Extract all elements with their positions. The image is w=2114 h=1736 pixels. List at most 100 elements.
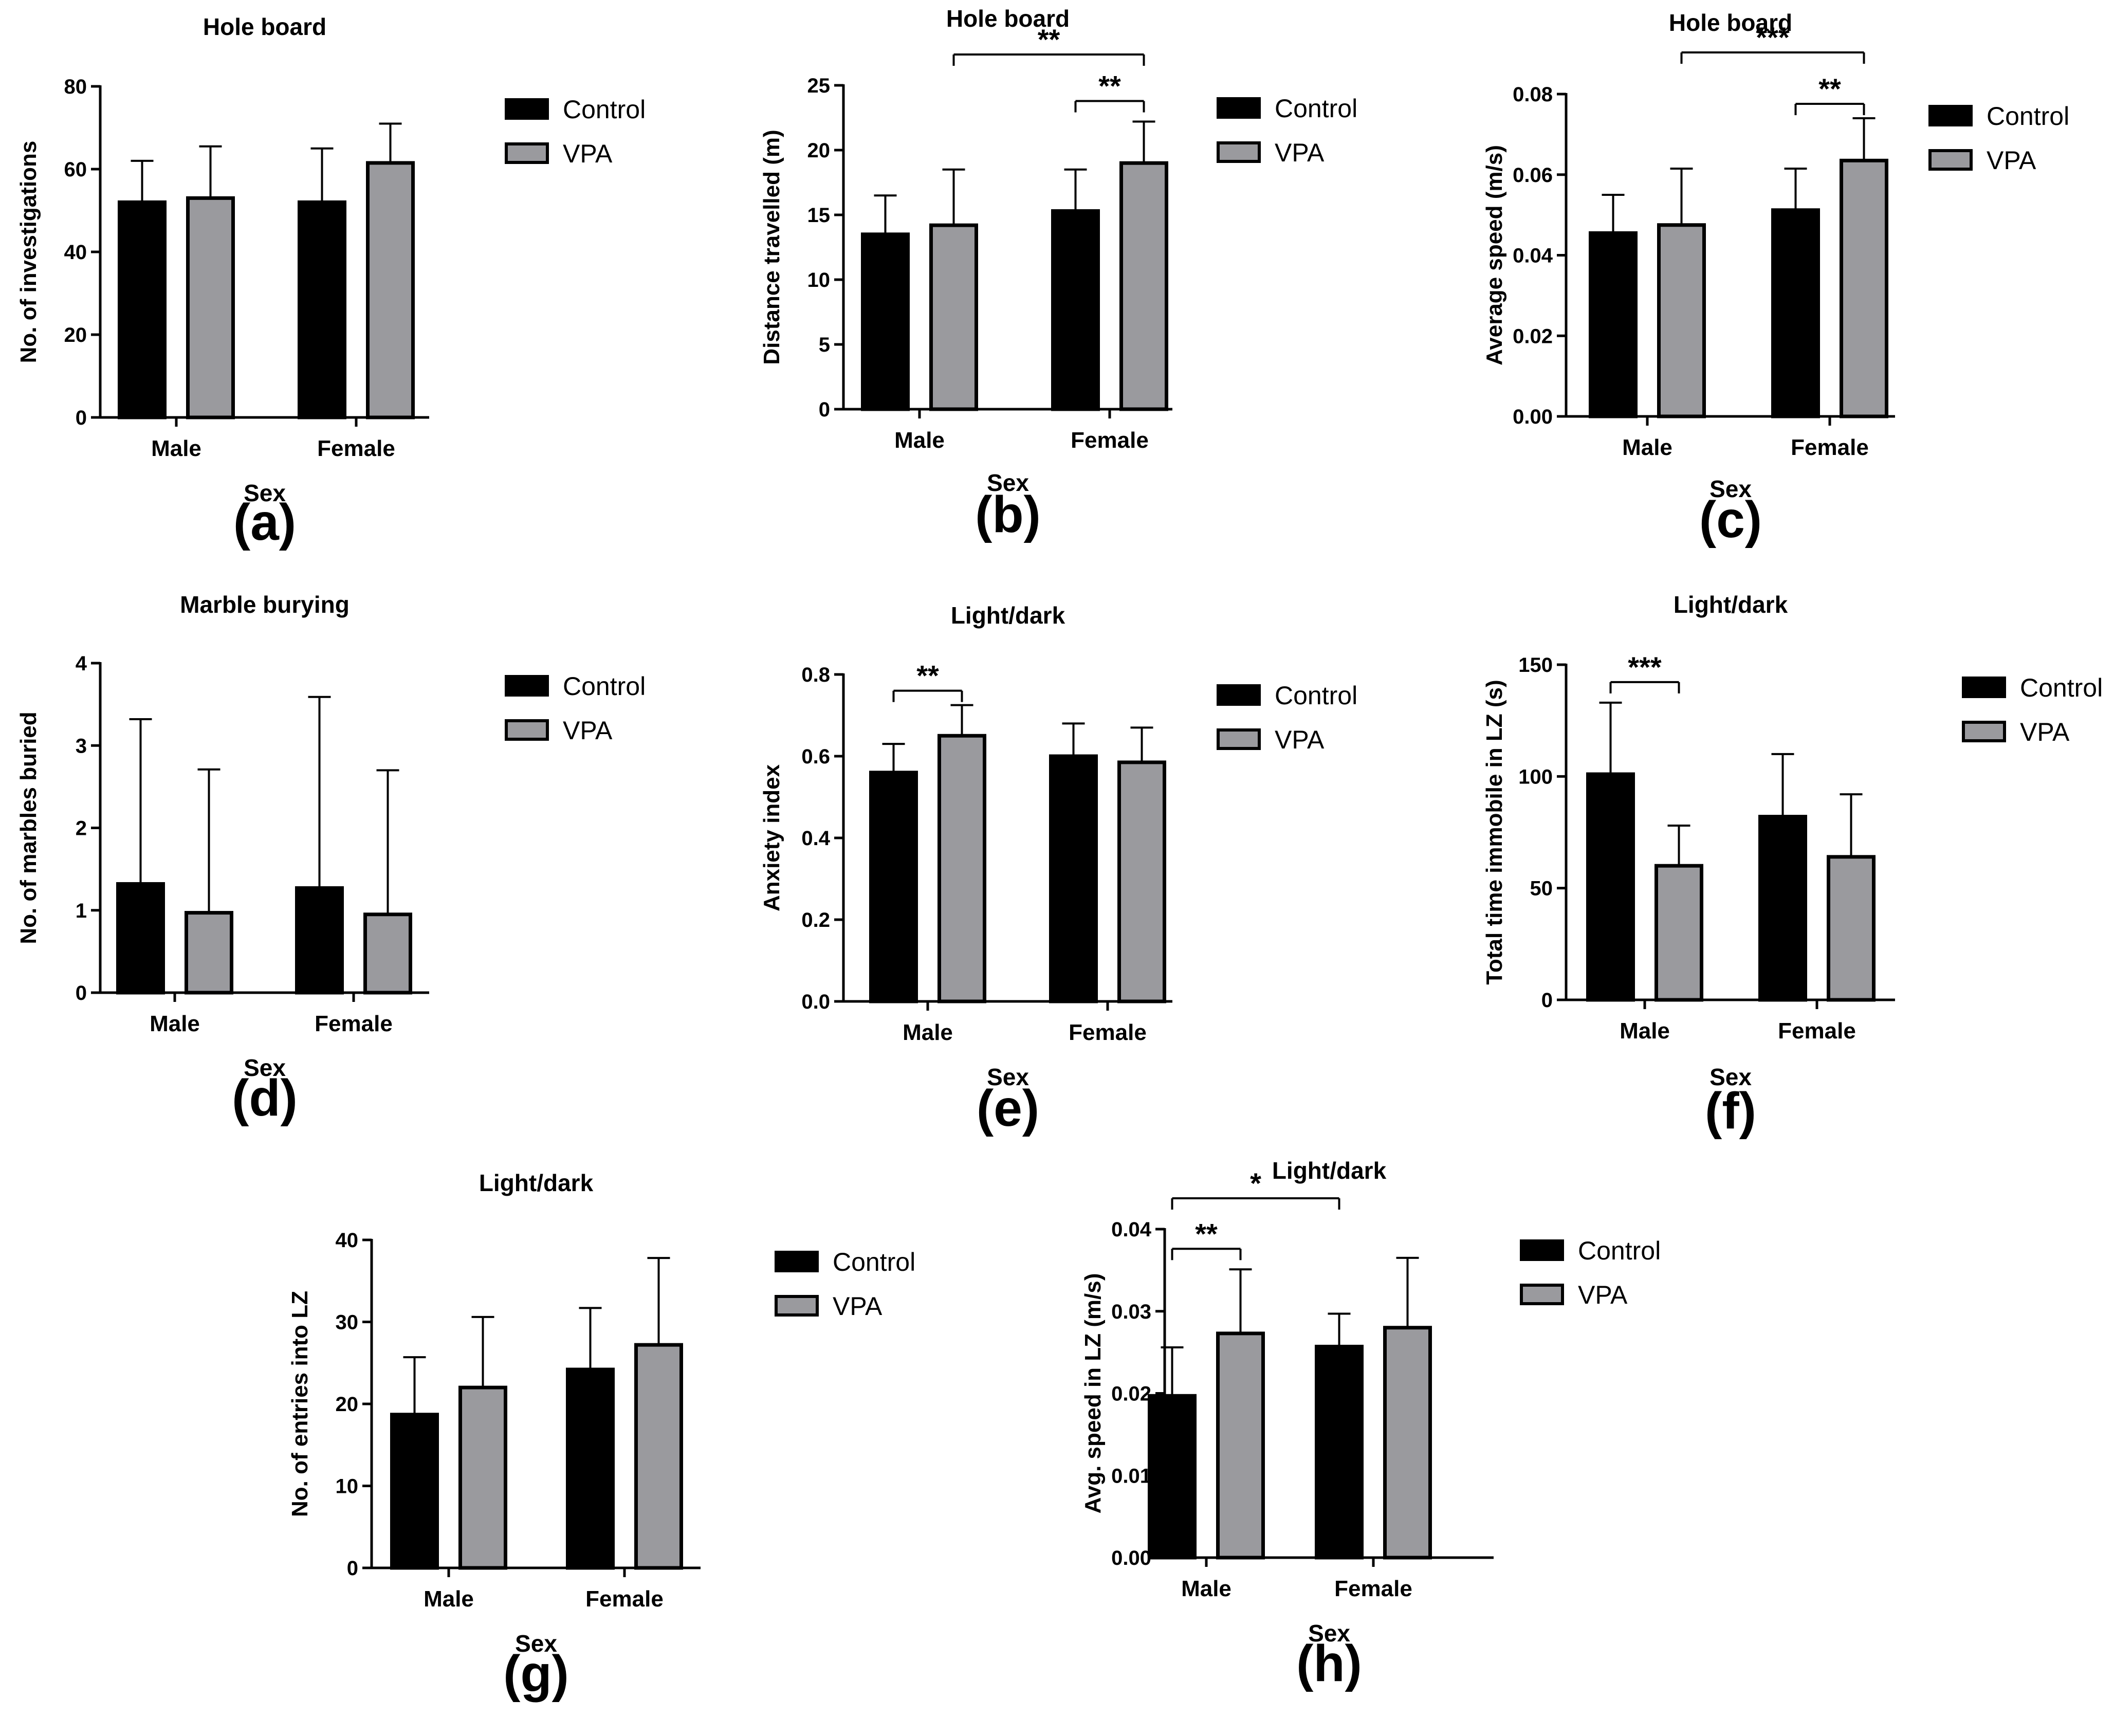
legend-swatch-vpa xyxy=(505,719,549,741)
y-axis-label: No. of entries into LZ xyxy=(287,1291,312,1517)
significance-label: ** xyxy=(1195,1217,1218,1250)
x-category-label: Female xyxy=(317,436,395,461)
panel-label: (f) xyxy=(1705,1082,1756,1140)
legend-swatch-vpa xyxy=(1928,149,1973,171)
legend-label-control: Control xyxy=(833,1248,915,1276)
bar-vpa-female xyxy=(1383,1326,1432,1560)
y-tick-label: 0.0 xyxy=(801,991,830,1013)
y-tick-label: 0.03 xyxy=(1111,1301,1151,1323)
legend-swatch-control xyxy=(1217,684,1261,706)
bar-vpa-female xyxy=(1119,161,1168,411)
bar-vpa-male xyxy=(937,734,986,1003)
x-axis-label: Sex xyxy=(244,480,286,506)
legend-swatch-vpa xyxy=(1520,1284,1564,1305)
bar-vpa-female xyxy=(1840,158,1888,418)
x-axis-label: Sex xyxy=(515,1630,557,1657)
y-tick-label: 80 xyxy=(64,76,87,98)
chart-title: Light/dark xyxy=(479,1169,594,1196)
legend-label-vpa: VPA xyxy=(1275,725,1325,754)
y-tick-label: 0 xyxy=(347,1557,358,1580)
y-axis-label: No. of investigations xyxy=(16,141,41,363)
legend-swatch-control xyxy=(505,675,549,697)
panel-label: (e) xyxy=(977,1080,1039,1137)
bar-vpa-male xyxy=(185,911,233,995)
y-tick-label: 5 xyxy=(819,334,830,356)
y-tick-label: 40 xyxy=(64,241,87,264)
bar-control-female xyxy=(1758,815,1807,1002)
legend-swatch-control xyxy=(1962,677,2006,698)
y-axis-label: Avg. speed in LZ (m/s) xyxy=(1080,1273,1106,1514)
legend-label-control: Control xyxy=(563,672,646,701)
y-tick-label: 25 xyxy=(807,75,831,97)
significance-label: ** xyxy=(916,660,939,692)
chart-title: Hole board xyxy=(203,13,326,40)
legend-label-control: Control xyxy=(1275,94,1357,123)
x-category-label: Female xyxy=(1069,1020,1147,1045)
y-tick-label: 20 xyxy=(336,1393,359,1416)
significance-label: *** xyxy=(1628,651,1662,683)
y-tick-label: 0 xyxy=(1541,989,1553,1012)
y-tick-label: 40 xyxy=(336,1229,359,1252)
panel-label: (d) xyxy=(232,1069,298,1127)
x-axis-label: Sex xyxy=(1709,1064,1752,1090)
panel-label: (b) xyxy=(975,486,1041,543)
y-tick-label: 3 xyxy=(76,735,87,757)
bar-control-male xyxy=(390,1413,439,1570)
chart-title: Light/dark xyxy=(1272,1157,1387,1184)
y-axis-label: Distance travelled (m) xyxy=(759,130,784,364)
x-category-label: Male xyxy=(151,436,201,461)
y-tick-label: 60 xyxy=(64,158,87,181)
bar-vpa-female xyxy=(363,912,412,995)
legend-swatch-vpa xyxy=(1217,141,1261,163)
y-tick-label: 0.4 xyxy=(801,827,830,850)
y-axis-label: Anxiety index xyxy=(759,764,784,911)
bar-control-male xyxy=(869,771,918,1003)
legend-swatch-control xyxy=(1217,97,1261,119)
y-tick-label: 20 xyxy=(64,324,87,346)
bar-vpa-male xyxy=(929,223,978,411)
legend-swatch-control xyxy=(1520,1239,1564,1261)
y-tick-label: 0 xyxy=(819,398,830,421)
y-axis-label: Total time immobile in LZ (s) xyxy=(1482,680,1507,984)
bar-control-female xyxy=(1315,1344,1364,1560)
bar-control-female xyxy=(1051,209,1100,411)
x-category-label: Male xyxy=(424,1586,474,1612)
chart-title: Light/dark xyxy=(951,602,1065,629)
chart-panel-b: Hole board 0 5 10 15 20 25 Distance travelled (… xyxy=(759,5,1357,543)
legend-swatch-control xyxy=(505,98,549,120)
x-category-label: Female xyxy=(1778,1018,1856,1044)
legend-label-vpa: VPA xyxy=(563,716,613,745)
legend-label-control: Control xyxy=(2020,673,2103,702)
legend-label-vpa: VPA xyxy=(1275,138,1325,167)
x-axis-label: Sex xyxy=(987,1064,1029,1090)
x-axis-label: Sex xyxy=(244,1054,286,1081)
legend-label-vpa: VPA xyxy=(1987,146,2036,175)
chart-panel-g: Light/dark 0 10 20 30 40 No. of entries into L… xyxy=(287,1169,915,1703)
legend-label-control: Control xyxy=(1987,102,2069,131)
y-tick-label: 0.02 xyxy=(1111,1383,1151,1405)
y-tick-label: 150 xyxy=(1518,654,1553,677)
bar-control-male xyxy=(116,882,165,995)
panel-label: (h) xyxy=(1296,1635,1362,1692)
bar-vpa-male xyxy=(186,196,235,419)
bar-control-female xyxy=(295,886,344,995)
chart-panel-h: Light/dark 0.00 0.01 0.02 0.03 0.04 Avg. speed… xyxy=(1080,1157,1661,1692)
x-category-label: Male xyxy=(894,428,945,453)
y-tick-label: 4 xyxy=(76,652,87,675)
chart-panel-c: Hole board 0.00 0.02 0.04 0.06 0.08 Average sp… xyxy=(1482,9,2069,549)
x-category-label: Female xyxy=(1071,428,1149,453)
chart-title: Hole board xyxy=(1669,9,1792,36)
bar-vpa-male xyxy=(458,1385,507,1570)
x-axis-label: Sex xyxy=(987,469,1029,496)
bar-control-male xyxy=(1148,1394,1197,1560)
bar-vpa-male xyxy=(1657,223,1706,418)
panel-label: (g) xyxy=(503,1645,569,1703)
panel-label: (a) xyxy=(233,494,296,551)
y-tick-label: 0.04 xyxy=(1111,1218,1152,1241)
x-axis-label: Sex xyxy=(1709,476,1752,502)
x-category-label: Female xyxy=(315,1011,393,1036)
chart-title: Light/dark xyxy=(1674,591,1788,618)
chart-panel-a: Hole board 0 20 40 60 80 No. of investigations… xyxy=(16,13,646,551)
y-tick-label: 0.2 xyxy=(801,909,830,931)
y-tick-label: 0.8 xyxy=(801,664,830,686)
